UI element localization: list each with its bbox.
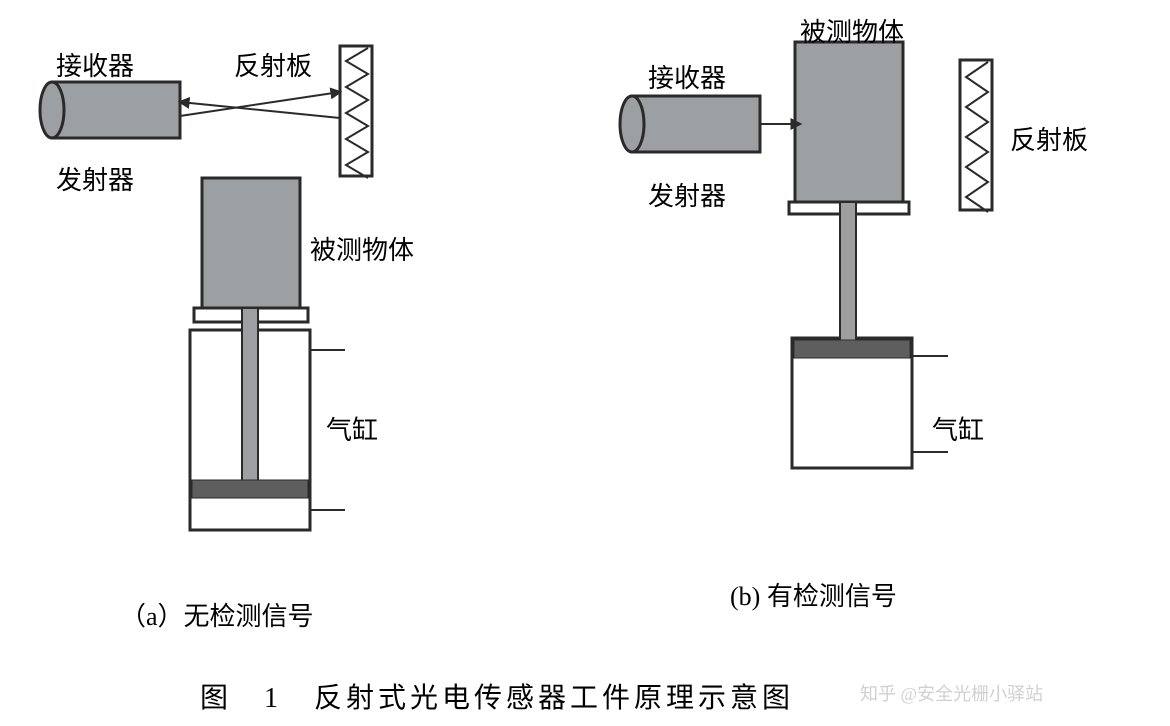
caption-b: (b) 有检测信号 bbox=[730, 576, 897, 613]
label-object-b: 被测物体 bbox=[800, 12, 904, 49]
label-receiver-b: 接收器 bbox=[648, 58, 726, 95]
label-emitter-b: 发射器 bbox=[648, 176, 726, 213]
label-cylinder-b: 气缸 bbox=[932, 410, 984, 447]
label-reflector-b: 反射板 bbox=[1010, 120, 1088, 157]
caption-a: （a）无检测信号 bbox=[120, 596, 314, 633]
label-receiver-a: 接收器 bbox=[56, 46, 134, 83]
label-reflector-a: 反射板 bbox=[234, 46, 312, 83]
watermark: 知乎 @安全光栅小驿站 bbox=[860, 680, 1043, 706]
label-cylinder-a: 气缸 bbox=[326, 410, 378, 447]
label-object-a: 被测物体 bbox=[310, 230, 414, 267]
figure-caption: 图 1 反射式光电传感器工件原理示意图 bbox=[200, 676, 794, 716]
label-emitter-a: 发射器 bbox=[56, 160, 134, 197]
